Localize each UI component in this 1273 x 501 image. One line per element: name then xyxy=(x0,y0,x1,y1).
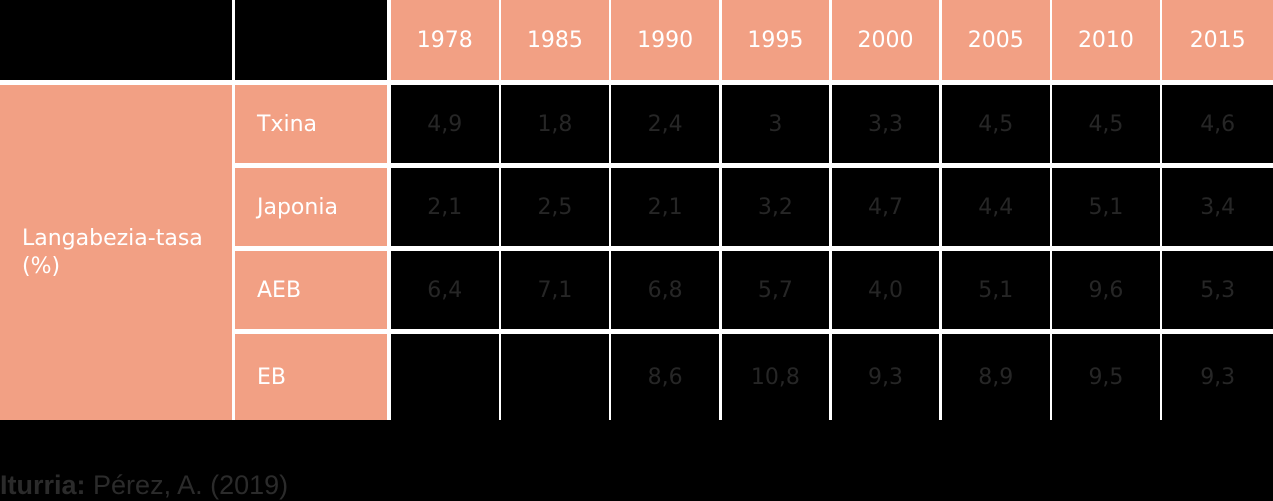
data-cell xyxy=(391,334,499,420)
data-cell: 3,2 xyxy=(721,168,830,246)
data-cell-text: 4,7 xyxy=(868,194,904,220)
column-header: 1985 xyxy=(501,0,609,80)
data-cell: 1,8 xyxy=(501,85,609,163)
column-header: 1995 xyxy=(721,0,830,80)
data-cell xyxy=(501,334,609,420)
data-cell: 9,3 xyxy=(1162,334,1273,420)
data-cell-text: 4,0 xyxy=(868,277,904,303)
source-text: Pérez, A. (2019) xyxy=(93,470,289,500)
row-label-text: EB xyxy=(257,364,286,390)
data-cell: 4,0 xyxy=(831,251,940,329)
column-header-text: 1995 xyxy=(747,27,804,53)
corner-cell xyxy=(235,0,387,80)
data-cell-text: 3 xyxy=(768,111,783,137)
data-cell: 4,7 xyxy=(831,168,940,246)
data-cell-text: 4,5 xyxy=(978,111,1014,137)
column-header-text: 1978 xyxy=(416,27,473,53)
data-cell: 5,7 xyxy=(721,251,830,329)
data-cell: 8,6 xyxy=(611,334,719,420)
data-cell: 5,1 xyxy=(1052,168,1160,246)
column-header-text: 2010 xyxy=(1077,27,1134,53)
column-header: 2015 xyxy=(1162,0,1273,80)
data-cell: 2,4 xyxy=(611,85,719,163)
data-cell: 9,5 xyxy=(1052,334,1160,420)
data-cell: 3,4 xyxy=(1162,168,1273,246)
data-cell-text: 8,9 xyxy=(978,364,1014,390)
data-cell-text: 5,3 xyxy=(1200,277,1236,303)
column-header-text: 1990 xyxy=(637,27,694,53)
row-label-text: Txina xyxy=(257,111,317,137)
row-group-label: Langabezia-tasa (%) xyxy=(0,85,232,420)
data-cell-text: 3,4 xyxy=(1200,194,1236,220)
data-cell: 4,9 xyxy=(391,85,499,163)
row-group-label-text: Langabezia-tasa (%) xyxy=(22,225,203,279)
row-label: AEB xyxy=(235,251,387,329)
row-label-text: AEB xyxy=(257,277,302,303)
row-label-text: Japonia xyxy=(257,194,338,220)
data-cell: 8,9 xyxy=(942,334,1050,420)
data-cell: 5,1 xyxy=(942,251,1050,329)
data-cell: 10,8 xyxy=(721,334,830,420)
data-cell: 2,5 xyxy=(501,168,609,246)
data-cell-text: 9,3 xyxy=(868,364,904,390)
corner-cell xyxy=(0,0,232,80)
column-header: 2010 xyxy=(1052,0,1160,80)
data-cell-text: 2,5 xyxy=(537,194,573,220)
data-cell-text: 6,4 xyxy=(427,277,463,303)
data-cell: 4,4 xyxy=(942,168,1050,246)
data-cell-text: 4,6 xyxy=(1200,111,1236,137)
data-cell: 4,5 xyxy=(942,85,1050,163)
data-cell: 4,6 xyxy=(1162,85,1273,163)
column-header: 2005 xyxy=(942,0,1050,80)
data-cell-text: 4,5 xyxy=(1088,111,1124,137)
data-cell-text: 7,1 xyxy=(537,277,573,303)
data-cell: 7,1 xyxy=(501,251,609,329)
data-cell-text: 6,8 xyxy=(647,277,683,303)
data-cell-text: 1,8 xyxy=(537,111,573,137)
column-header-text: 1985 xyxy=(526,27,583,53)
data-cell: 2,1 xyxy=(391,168,499,246)
data-cell: 6,4 xyxy=(391,251,499,329)
row-label: EB xyxy=(235,334,387,420)
row-label: Japonia xyxy=(235,168,387,246)
source: Iturria: Pérez, A. (2019) xyxy=(0,470,288,501)
data-cell-text: 9,6 xyxy=(1088,277,1124,303)
data-cell: 9,6 xyxy=(1052,251,1160,329)
data-cell-text: 4,4 xyxy=(978,194,1014,220)
data-cell: 4,5 xyxy=(1052,85,1160,163)
column-header: 1978 xyxy=(391,0,499,80)
data-cell-text: 2,1 xyxy=(427,194,463,220)
data-cell-text: 9,3 xyxy=(1200,364,1236,390)
column-header-text: 2000 xyxy=(857,27,914,53)
data-cell-text: 10,8 xyxy=(750,364,800,390)
data-cell-text: 3,3 xyxy=(868,111,904,137)
data-cell: 3,3 xyxy=(831,85,940,163)
data-cell: 3 xyxy=(721,85,830,163)
data-cell-text: 4,9 xyxy=(427,111,463,137)
column-header-text: 2005 xyxy=(967,27,1024,53)
data-cell-text: 5,7 xyxy=(757,277,793,303)
column-header: 2000 xyxy=(831,0,940,80)
data-cell: 5,3 xyxy=(1162,251,1273,329)
table: 1978 1985 1990 1995 2000 2005 2010 2015 Langabez… xyxy=(0,0,1273,420)
data-cell-text: 8,6 xyxy=(647,364,683,390)
data-cell-text: 5,1 xyxy=(1088,194,1124,220)
data-cell-text: 3,2 xyxy=(757,194,793,220)
data-cell-text: 5,1 xyxy=(978,277,1014,303)
data-cell-text: 9,5 xyxy=(1088,364,1124,390)
column-header-text: 2015 xyxy=(1189,27,1246,53)
data-cell-text: 2,4 xyxy=(647,111,683,137)
row-label: Txina xyxy=(235,85,387,163)
column-header: 1990 xyxy=(611,0,719,80)
data-cell: 2,1 xyxy=(611,168,719,246)
source-label: Iturria: xyxy=(0,470,86,500)
data-cell: 6,8 xyxy=(611,251,719,329)
data-cell: 9,3 xyxy=(831,334,940,420)
data-cell-text: 2,1 xyxy=(647,194,683,220)
